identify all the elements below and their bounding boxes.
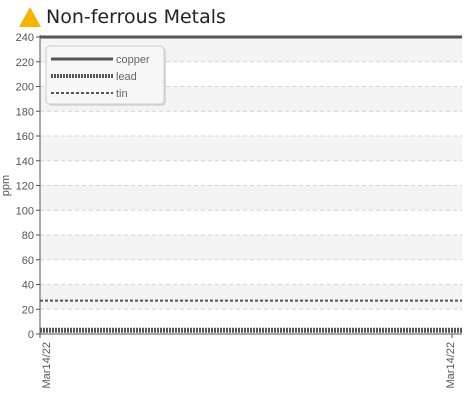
- y-axis-label: ppm: [0, 175, 12, 196]
- y-tick-label: 240: [16, 32, 34, 44]
- gridlines: [40, 36, 462, 310]
- series-lines: [40, 35, 462, 333]
- y-tick-label: 0: [28, 329, 34, 341]
- y-tick-label: 200: [16, 82, 34, 94]
- x-tick-label: Mar14/22: [445, 342, 457, 388]
- y-tick-label: 100: [16, 205, 34, 217]
- plot-background-bands: [40, 37, 462, 310]
- y-tick-label: 40: [22, 280, 34, 292]
- chart-title-row: Non-ferrous Metals: [18, 4, 226, 30]
- y-tick-label: 20: [22, 304, 34, 316]
- legend-label-copper: copper: [116, 54, 150, 66]
- x-tick-label: Mar14/22: [41, 342, 53, 388]
- y-tick-label: 80: [22, 230, 34, 242]
- y-tick-label: 60: [22, 255, 34, 267]
- plot-band: [40, 185, 462, 211]
- y-tick-label: 180: [16, 106, 34, 118]
- y-tick-label: 120: [16, 181, 34, 193]
- y-tick-label: 160: [16, 131, 34, 143]
- y-tick-label: 140: [16, 156, 34, 168]
- legend-label-tin: tin: [116, 88, 128, 100]
- plot-band: [40, 284, 462, 310]
- plot-band: [40, 136, 462, 161]
- chart-title: Non-ferrous Metals: [46, 6, 226, 28]
- warning-triangle-icon: [19, 7, 41, 27]
- legend-label-lead: lead: [116, 71, 137, 83]
- plot-band: [40, 235, 462, 260]
- y-tick-label: 220: [16, 57, 34, 69]
- legend: copper lead tin: [45, 45, 166, 106]
- axes: 0 20 40 60 80 100 120 140 160 180 200 220 240 ppm Mar1…: [0, 32, 462, 388]
